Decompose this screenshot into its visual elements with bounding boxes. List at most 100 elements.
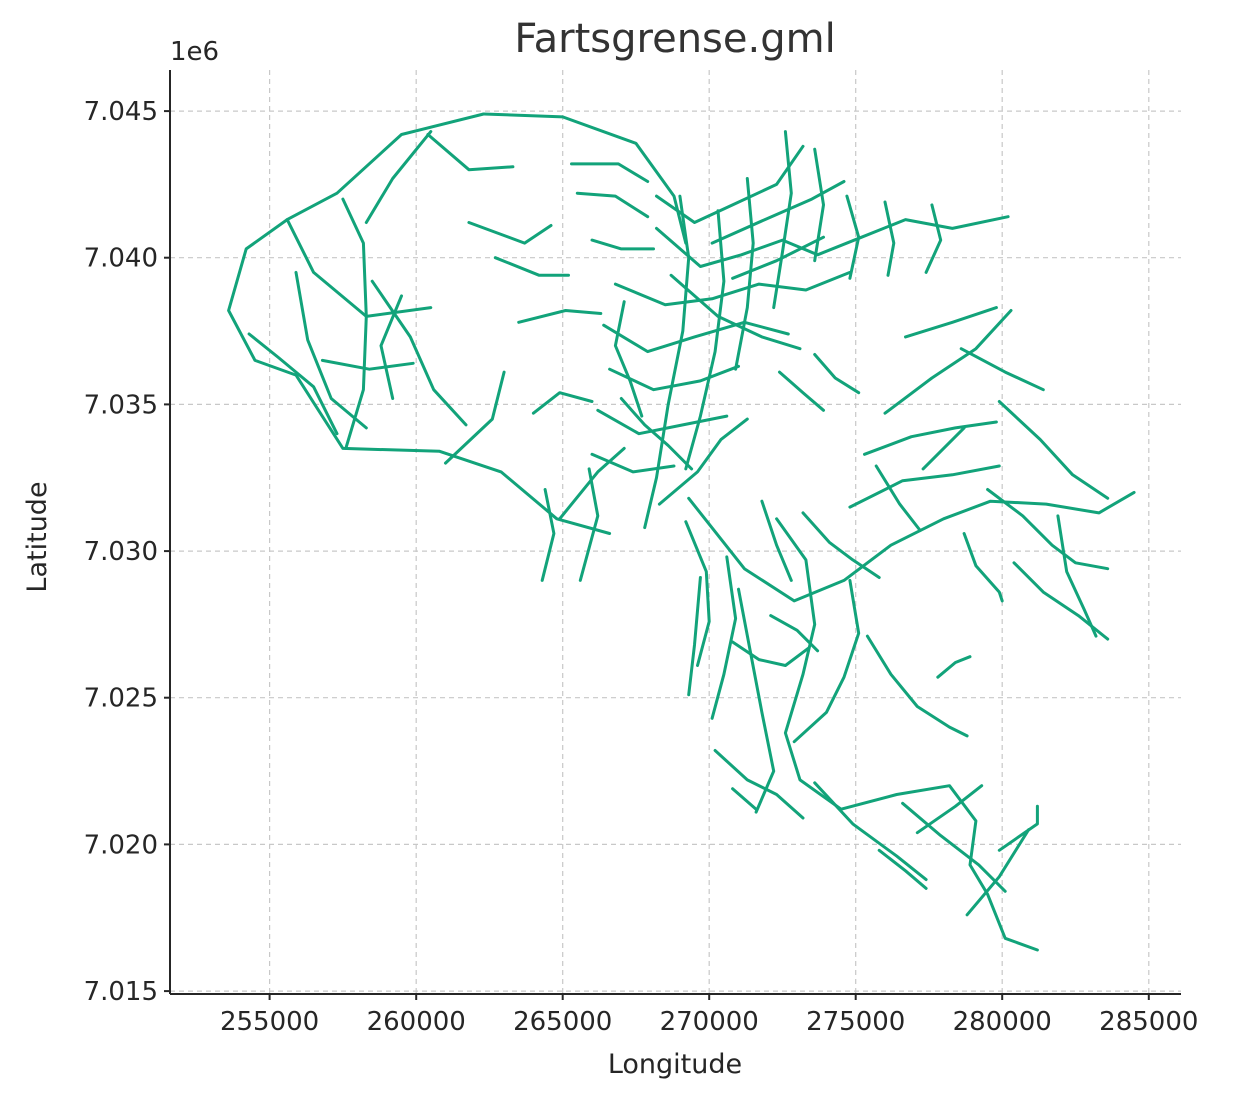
x-tick-label: 265000 xyxy=(513,1007,612,1037)
road-segment xyxy=(613,270,852,307)
road-segment xyxy=(379,294,403,400)
road-segment xyxy=(578,467,600,582)
road-segment xyxy=(769,614,820,653)
road-segment xyxy=(247,332,339,436)
x-tick-label: 275000 xyxy=(806,1007,905,1037)
y-tick-label: 7.020 xyxy=(84,830,158,860)
road-segment xyxy=(426,133,515,172)
road-segment xyxy=(608,364,740,392)
road-segment xyxy=(294,270,368,430)
road-segment xyxy=(936,655,972,679)
road-segment xyxy=(613,300,644,418)
road-segment xyxy=(845,194,861,280)
road-segment xyxy=(687,490,1136,603)
y-tick-label: 7.035 xyxy=(84,390,158,420)
road-segment xyxy=(883,309,1013,415)
road-segment xyxy=(921,426,966,471)
x-tick-label: 285000 xyxy=(1099,1007,1198,1037)
road-segment xyxy=(467,221,553,245)
road-segment xyxy=(602,320,790,354)
y-tick-label: 7.030 xyxy=(84,537,158,567)
road-segment xyxy=(493,256,570,277)
road-segment xyxy=(962,532,1004,603)
road-segment xyxy=(687,576,702,697)
road-segment xyxy=(901,801,1007,893)
y-axis-ticks: 7.015 7.020 7.025 7.030 7.035 7.040 7.045 xyxy=(84,97,170,1007)
road-segment xyxy=(760,499,793,582)
road-segment xyxy=(1056,514,1098,638)
chart-title: Fartsgrense.gml xyxy=(514,16,835,62)
road-segment xyxy=(813,781,928,882)
road-segment xyxy=(285,218,433,318)
road-segment xyxy=(710,180,846,245)
road-segment xyxy=(596,408,729,436)
x-axis-title: Longitude xyxy=(608,1049,742,1080)
plot-area xyxy=(227,112,1136,952)
y-tick-label: 7.040 xyxy=(84,244,158,274)
y-axis-title: Latitude xyxy=(22,481,53,592)
x-axis-ticks: 255000 260000 265000 270000 275000 280000 2850… xyxy=(220,994,1198,1037)
road-segment xyxy=(863,420,998,456)
road-segment xyxy=(558,446,626,521)
road-segment xyxy=(883,200,896,277)
road-segment xyxy=(619,397,694,471)
road-segment xyxy=(540,488,556,582)
road-segment xyxy=(731,235,825,280)
road-segment xyxy=(772,130,793,310)
road-segment xyxy=(997,804,1039,852)
road-segment xyxy=(517,309,603,324)
x-tick-label: 280000 xyxy=(953,1007,1052,1037)
road-segment xyxy=(731,640,811,667)
road-segment xyxy=(713,749,805,820)
road-segment xyxy=(737,587,776,814)
road-segment xyxy=(792,578,861,744)
road-segment xyxy=(575,191,650,219)
road-segment xyxy=(813,147,825,263)
road-segment xyxy=(874,464,922,532)
road-segment xyxy=(997,400,1110,500)
road-segment xyxy=(1012,561,1110,641)
x-tick-label: 255000 xyxy=(220,1007,319,1037)
x-tick-label: 270000 xyxy=(660,1007,759,1037)
road-segment xyxy=(801,511,881,579)
road-series xyxy=(590,130,1010,530)
road-segment xyxy=(684,209,726,471)
road-segment xyxy=(959,347,1045,392)
road-segment xyxy=(710,555,738,720)
road-series xyxy=(684,306,1136,952)
road-segment xyxy=(775,517,1039,952)
road-segment xyxy=(731,787,758,811)
road-segment xyxy=(813,353,861,395)
road-segment xyxy=(734,177,755,371)
road-segment xyxy=(778,370,825,412)
road-segment xyxy=(924,203,943,274)
road-segment xyxy=(877,848,928,890)
road-segment xyxy=(684,520,711,667)
road-segment xyxy=(669,273,802,351)
road-segment xyxy=(915,784,984,835)
road-segment xyxy=(227,112,612,535)
road-segment xyxy=(904,306,998,339)
road-segment xyxy=(643,194,691,530)
road-segment xyxy=(965,828,1031,917)
road-segment xyxy=(590,238,655,251)
road-segment xyxy=(482,112,688,245)
y-tick-label: 7.025 xyxy=(84,684,158,714)
road-segment xyxy=(570,162,650,183)
y-tick-label: 7.015 xyxy=(84,977,158,1007)
road-segment xyxy=(444,370,506,465)
x-tick-label: 260000 xyxy=(367,1007,466,1037)
road-segment xyxy=(865,634,969,738)
road-segment xyxy=(657,417,749,506)
y-tick-label: 7.045 xyxy=(84,97,158,127)
road-segment xyxy=(986,488,1110,571)
road-segment xyxy=(590,452,676,474)
road-segment xyxy=(531,391,594,415)
road-segment xyxy=(370,279,468,427)
gridlines xyxy=(170,70,1181,994)
road-segment xyxy=(364,130,433,224)
y-offset-label: 1e6 xyxy=(170,37,219,67)
road-segment xyxy=(848,464,1001,509)
road-segment xyxy=(320,358,415,371)
